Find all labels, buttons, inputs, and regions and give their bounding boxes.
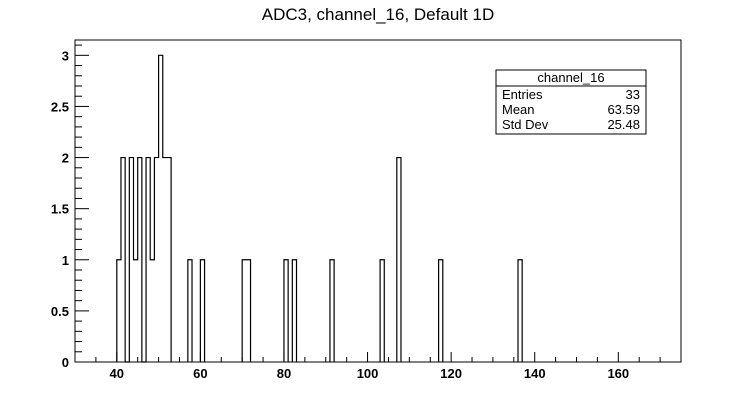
histogram-bar [330, 260, 334, 362]
stats-entries-label: Entries [502, 87, 543, 102]
y-tick-label: 0 [62, 355, 69, 370]
histogram-bar [397, 158, 401, 362]
histogram-bar [134, 260, 138, 362]
x-axis: 40 60 80 100 120 140 160 [74, 352, 682, 381]
x-tick-label: 120 [440, 366, 462, 381]
x-tick-label: 40 [110, 366, 124, 381]
stats-mean-label: Mean [502, 102, 535, 117]
histogram-bars [116, 54, 523, 363]
histogram-bar [138, 158, 142, 362]
chart-title: ADC3, channel_16, Default 1D [262, 5, 494, 24]
x-tick-label: 160 [607, 366, 629, 381]
histogram-bar [200, 260, 204, 362]
histogram-bar [150, 260, 154, 362]
x-tick-label: 140 [524, 366, 546, 381]
y-tick-label: 1.5 [51, 202, 69, 217]
histogram-bar [518, 260, 522, 362]
x-tick-label: 100 [357, 366, 379, 381]
histogram-bar [163, 158, 167, 362]
y-tick-label: 2 [62, 151, 69, 166]
stats-stddev-label: Std Dev [502, 117, 549, 132]
histogram-bar [284, 260, 288, 362]
histogram-bar [121, 158, 125, 362]
histogram-bar [159, 55, 163, 362]
y-tick-label: 2.5 [51, 99, 69, 114]
histogram-bar [167, 158, 171, 362]
stats-mean-value: 63.59 [607, 102, 640, 117]
x-tick-label: 80 [277, 366, 291, 381]
histogram-bar [242, 260, 246, 362]
y-tick-label: 1 [62, 253, 69, 268]
y-axis: 0 0.5 1 1.5 2 2.5 3 [51, 44, 89, 370]
histogram-bar [146, 158, 150, 362]
x-tick-label: 60 [193, 366, 207, 381]
stats-box: channel_16 Entries 33 Mean 63.59 Std Dev… [495, 69, 647, 135]
histogram-bar [246, 260, 250, 362]
histogram-outline [116, 54, 523, 363]
histogram-bar [154, 158, 158, 362]
stats-entries-value: 33 [626, 87, 640, 102]
histogram-bar [439, 260, 443, 362]
stats-box-title: channel_16 [537, 70, 604, 85]
histogram-bar [117, 260, 121, 362]
histogram-bar [292, 260, 296, 362]
stats-stddev-value: 25.48 [607, 117, 640, 132]
stats-box-frame [495, 69, 647, 135]
histogram-bar [188, 260, 192, 362]
plot-frame [74, 39, 682, 363]
histogram-bar [129, 158, 133, 362]
y-tick-label: 0.5 [51, 304, 69, 319]
y-tick-label: 3 [62, 48, 69, 63]
histogram-bar [380, 260, 384, 362]
